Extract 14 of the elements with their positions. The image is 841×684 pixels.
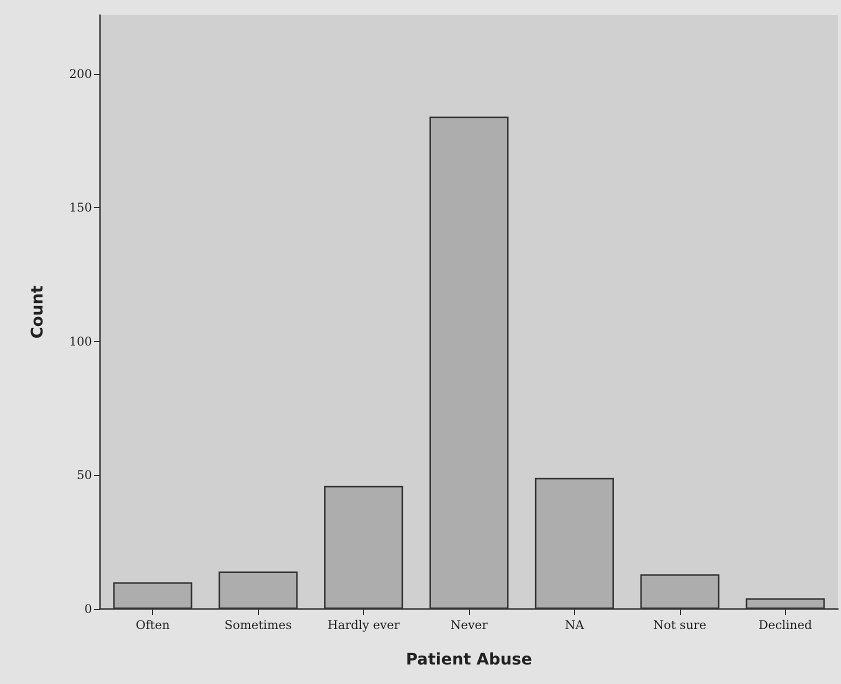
x-tick-label: Often <box>136 618 170 632</box>
y-tick-label: 200 <box>69 66 92 81</box>
y-tick-label: 100 <box>69 334 92 348</box>
y-tick-label: 50 <box>76 468 92 482</box>
x-tick-label: Declined <box>758 618 812 632</box>
y-tick-label: 0 <box>84 602 92 616</box>
y-tick-label: 150 <box>69 200 92 215</box>
x-tick-label: NA <box>564 618 584 632</box>
y-axis-title: Count <box>28 285 46 339</box>
x-axis-title: Patient Abuse <box>406 650 532 668</box>
x-tick-label: Hardly ever <box>327 618 400 632</box>
x-tick-label: Never <box>450 618 488 632</box>
x-tick-label: Not sure <box>653 618 706 632</box>
x-tick-label: Sometimes <box>224 618 292 632</box>
